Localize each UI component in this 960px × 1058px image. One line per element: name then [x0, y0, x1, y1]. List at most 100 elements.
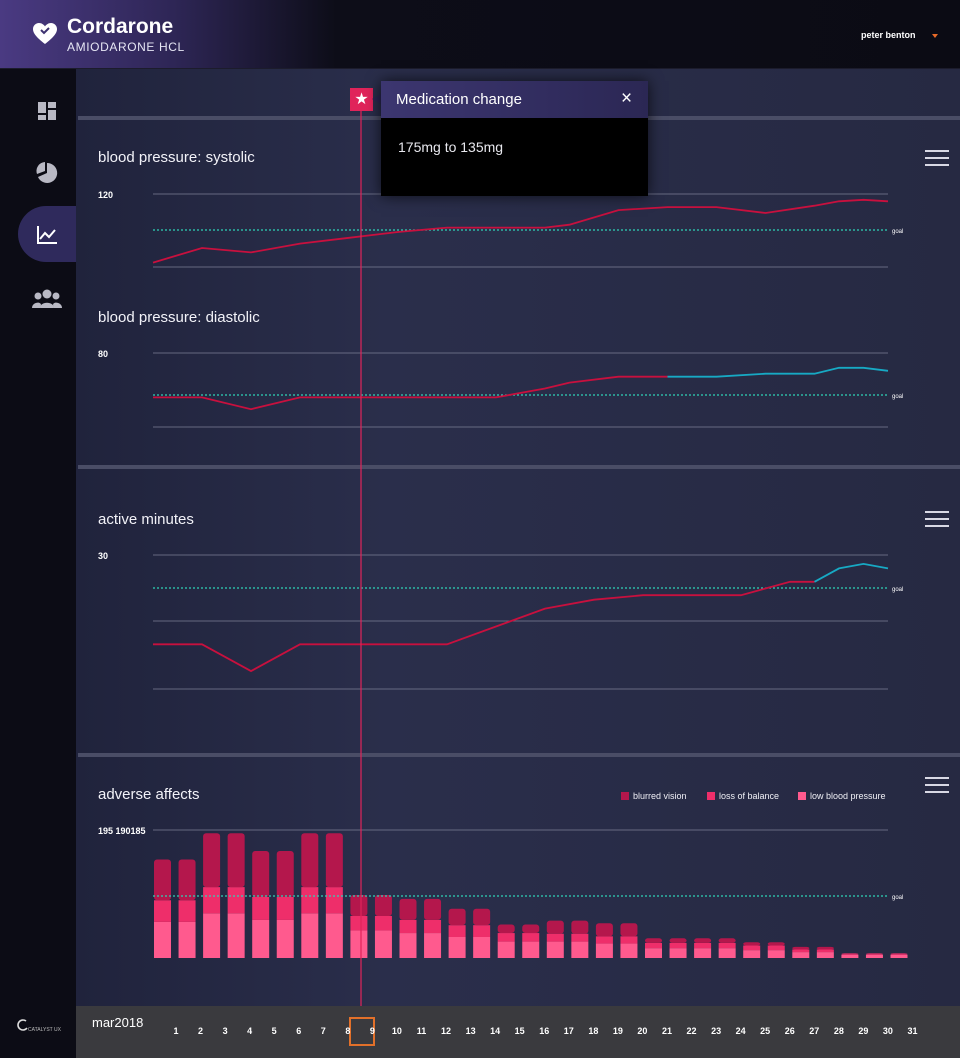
- timeline-bar: [76, 1006, 960, 1058]
- chart-title-adverse-affects: adverse affects: [98, 786, 200, 803]
- bar-segment-loss-of-balance: [448, 925, 466, 937]
- bar-segment-blurred-vision: [816, 946, 834, 950]
- timeline-day[interactable]: 21: [661, 1026, 672, 1036]
- timeline-day[interactable]: 2: [198, 1026, 204, 1036]
- dashboard-icon[interactable]: [34, 98, 60, 124]
- chart-menu-button[interactable]: [925, 777, 949, 795]
- bar-segment-loss-of-balance: [154, 900, 171, 922]
- goal-label: goal: [892, 587, 903, 593]
- bar-segment-blurred-vision: [767, 942, 785, 946]
- timeline-day[interactable]: 7: [320, 1026, 326, 1036]
- timeline-day[interactable]: 22: [686, 1026, 697, 1036]
- bar-segment-low-blood-pressure: [546, 941, 564, 958]
- bar-segment-blurred-vision: [522, 924, 540, 934]
- bar-segment-low-blood-pressure: [595, 943, 613, 958]
- bar-segment-loss-of-balance: [522, 933, 540, 942]
- bar-segment-loss-of-balance: [350, 915, 368, 931]
- timeline-day[interactable]: 3: [222, 1026, 228, 1036]
- pie-chart-icon[interactable]: [34, 160, 60, 186]
- series-line-before-change: [153, 375, 668, 411]
- bar-segment-low-blood-pressure: [669, 948, 687, 958]
- bar-segment-loss-of-balance: [669, 942, 687, 949]
- bar-segment-blurred-vision: [154, 859, 171, 901]
- bar-segment-loss-of-balance: [178, 900, 196, 922]
- bar-segment-low-blood-pressure: [890, 954, 908, 958]
- timeline-day[interactable]: 5: [271, 1026, 277, 1036]
- bar-segment-low-blood-pressure: [694, 948, 712, 958]
- timeline-day[interactable]: 4: [247, 1026, 253, 1036]
- timeline-day[interactable]: 25: [760, 1026, 771, 1036]
- series-line-after-change: [814, 562, 889, 583]
- legend-swatch: [707, 792, 715, 800]
- bar-segment-loss-of-balance: [865, 953, 883, 955]
- selected-day-indicator: [349, 1017, 375, 1046]
- timeline-day[interactable]: 15: [514, 1026, 525, 1036]
- timeline-day[interactable]: 8: [345, 1026, 351, 1036]
- bar-segment-loss-of-balance: [694, 942, 712, 949]
- timeline-day[interactable]: 11: [416, 1026, 427, 1036]
- bar-segment-low-blood-pressure: [841, 954, 859, 958]
- chart-title-diastolic: blood pressure: diastolic: [98, 309, 260, 326]
- chevron-down-icon[interactable]: [932, 34, 938, 38]
- timeline-day[interactable]: 13: [465, 1026, 476, 1036]
- bar-segment-blurred-vision: [374, 894, 392, 916]
- timeline-day[interactable]: 31: [907, 1026, 918, 1036]
- timeline-day[interactable]: 26: [784, 1026, 795, 1036]
- timeline-day[interactable]: 12: [441, 1026, 452, 1036]
- bar-segment-low-blood-pressure: [301, 913, 319, 958]
- bar-segment-low-blood-pressure: [178, 921, 196, 958]
- bar-segment-low-blood-pressure: [325, 913, 343, 958]
- timeline-day[interactable]: 27: [809, 1026, 820, 1036]
- timeline-day[interactable]: 28: [833, 1026, 844, 1036]
- chart-menu-button[interactable]: [925, 150, 949, 168]
- bar-segment-blurred-vision: [203, 833, 221, 888]
- timeline-month: mar2018: [92, 1015, 144, 1030]
- people-icon[interactable]: [32, 286, 62, 312]
- bar-segment-blurred-vision: [350, 894, 368, 916]
- chart-menu-button[interactable]: [925, 511, 949, 529]
- timeline-day[interactable]: 30: [882, 1026, 893, 1036]
- bar-segment-loss-of-balance: [399, 919, 417, 934]
- timeline-day[interactable]: 16: [539, 1026, 550, 1036]
- bar-segment-low-blood-pressure: [522, 941, 540, 958]
- timeline-day[interactable]: 19: [612, 1026, 623, 1036]
- timeline-day[interactable]: 23: [711, 1026, 722, 1036]
- timeline-day[interactable]: 1: [173, 1026, 179, 1036]
- y-tick-label: 30: [98, 551, 108, 561]
- timeline-day[interactable]: 9: [369, 1026, 375, 1036]
- panel-divider: [78, 465, 960, 469]
- bar-segment-loss-of-balance: [767, 945, 785, 951]
- bar-segment-loss-of-balance: [571, 933, 589, 942]
- bar-segment-low-blood-pressure: [497, 941, 515, 958]
- close-icon[interactable]: ×: [621, 88, 633, 109]
- bar-segment-low-blood-pressure: [350, 930, 368, 958]
- timeline-day[interactable]: 20: [637, 1026, 648, 1036]
- timeline-day[interactable]: 18: [588, 1026, 599, 1036]
- timeline-day[interactable]: 6: [296, 1026, 302, 1036]
- legend-label: loss of balance: [719, 791, 779, 801]
- medication-change-popup: Medication change × 175mg to 135mg: [381, 81, 648, 196]
- bar-segment-low-blood-pressure: [424, 933, 442, 958]
- bar-segment-blurred-vision: [473, 908, 491, 926]
- series-line-before-change: [153, 580, 815, 673]
- timeline-day[interactable]: 17: [563, 1026, 574, 1036]
- bar-segment-blurred-vision: [448, 908, 466, 926]
- y-tick-label: 80: [98, 349, 108, 359]
- bar-segment-low-blood-pressure: [620, 943, 638, 958]
- bar-segment-blurred-vision: [325, 833, 343, 888]
- bar-segment-blurred-vision: [694, 938, 712, 943]
- bar-segment-low-blood-pressure: [645, 948, 662, 958]
- bar-segment-loss-of-balance: [841, 953, 859, 955]
- bar-segment-blurred-vision: [424, 898, 442, 920]
- line-chart-icon[interactable]: [34, 222, 60, 248]
- timeline-day[interactable]: 14: [490, 1026, 501, 1036]
- medication-change-marker[interactable]: ★: [350, 88, 373, 111]
- timeline-day[interactable]: 10: [391, 1026, 402, 1036]
- timeline-day[interactable]: 29: [858, 1026, 869, 1036]
- bar-segment-loss-of-balance: [718, 942, 736, 949]
- legend-swatch: [798, 792, 806, 800]
- timeline-day[interactable]: 24: [735, 1026, 746, 1036]
- user-name[interactable]: peter benton: [861, 30, 916, 40]
- bar-segment-blurred-vision: [645, 938, 662, 943]
